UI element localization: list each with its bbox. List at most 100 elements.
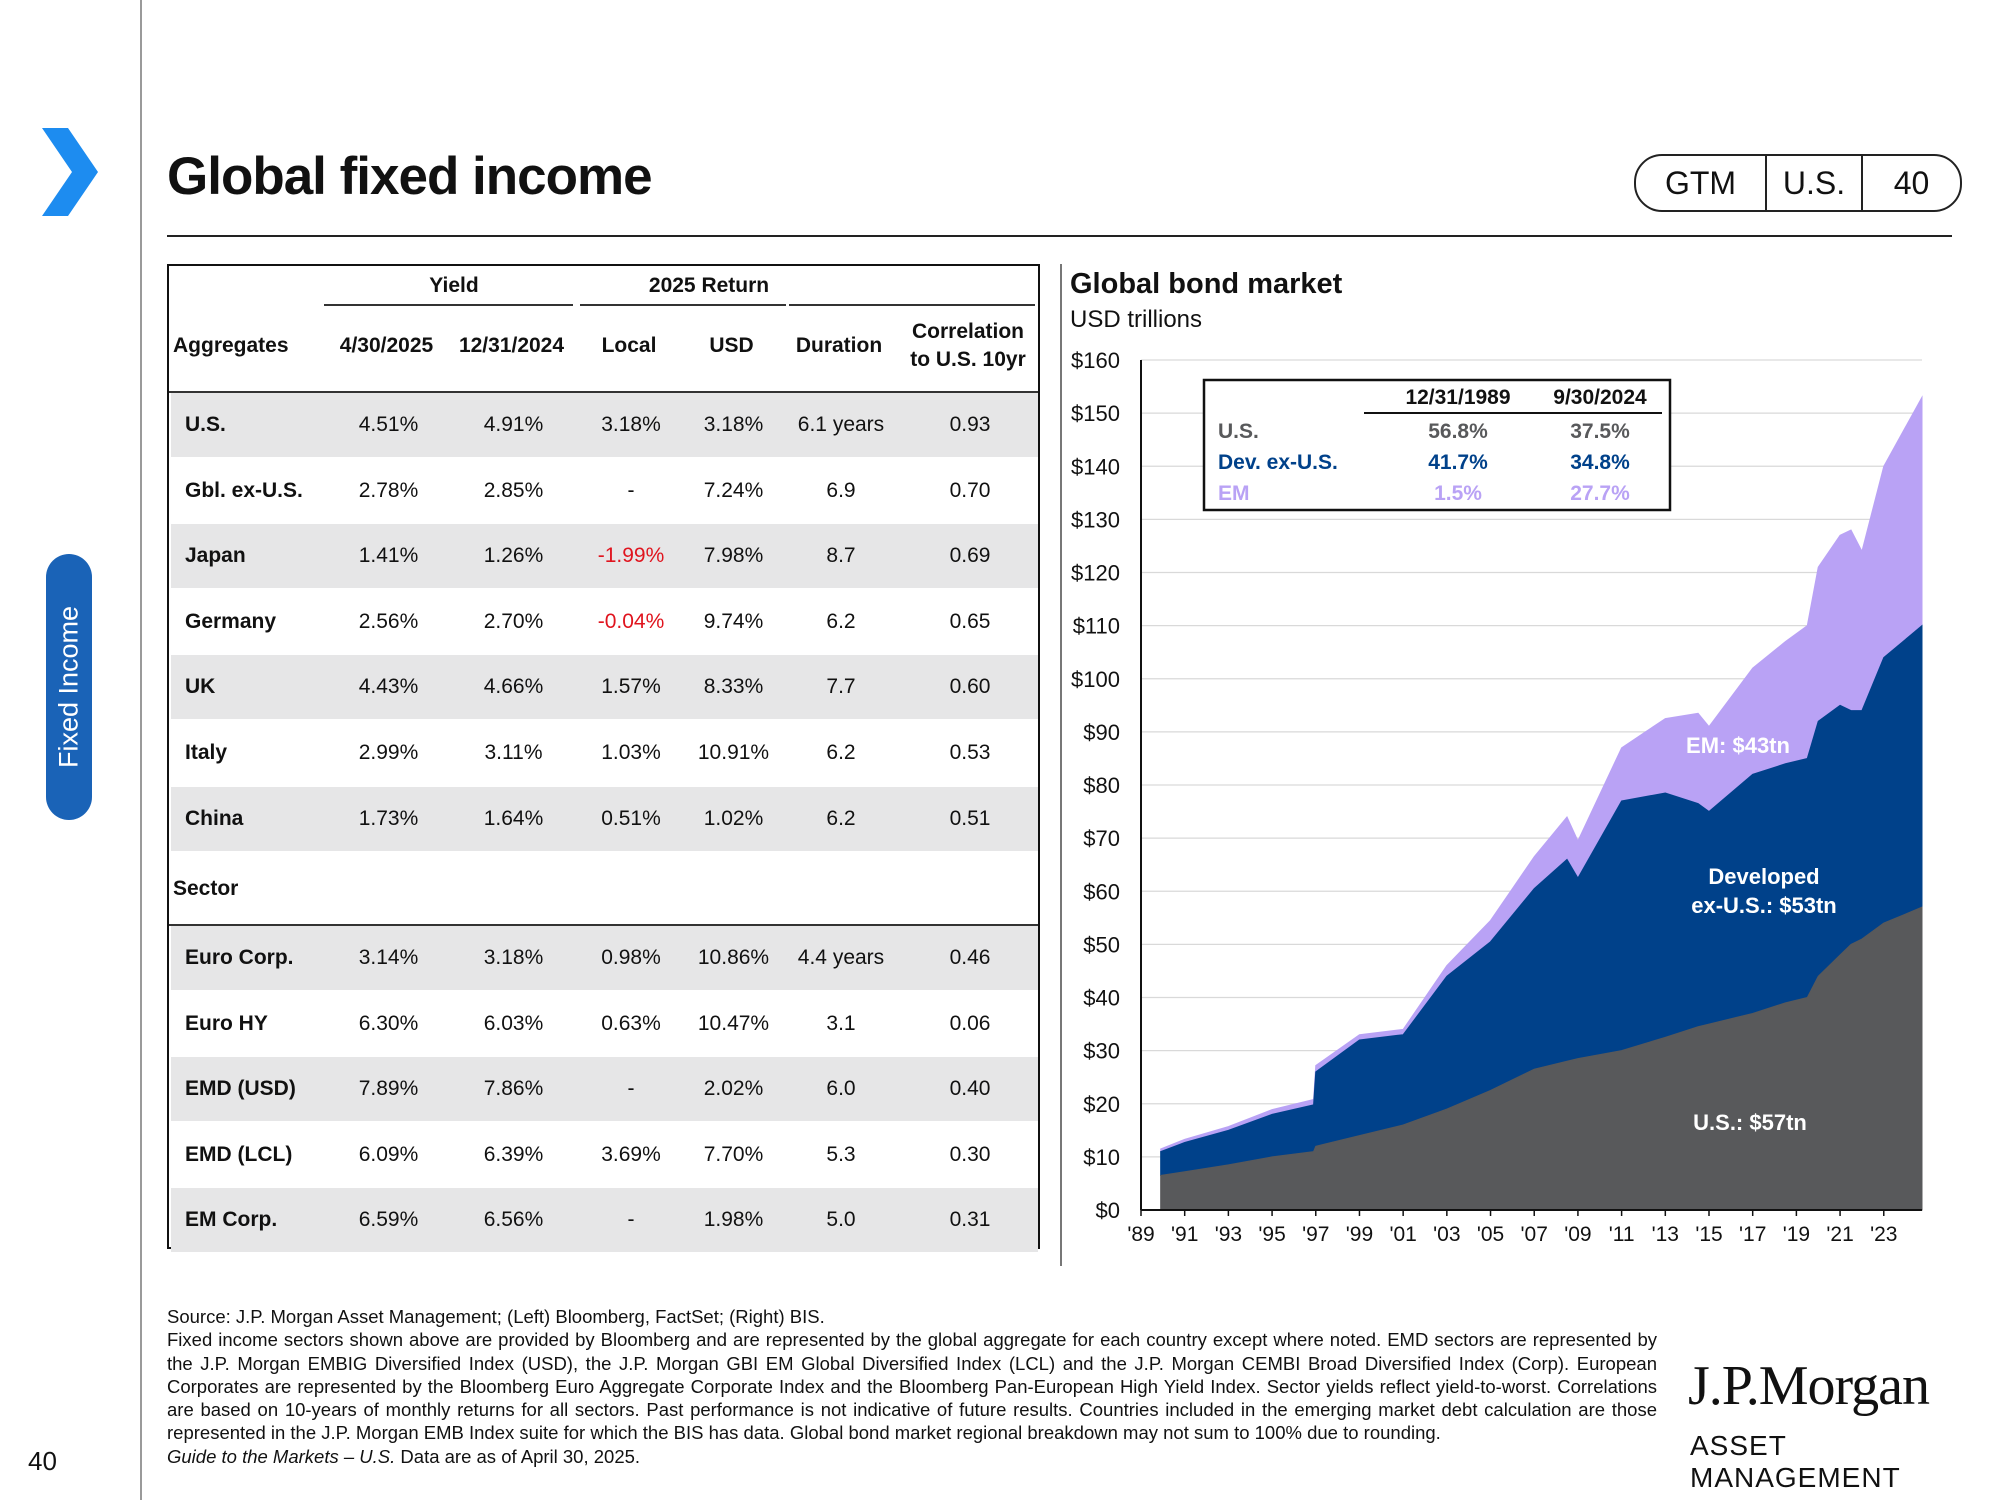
- aggregate-cell-name: Germany: [185, 609, 277, 633]
- aggregate-cell-local: -: [627, 478, 635, 502]
- aggregate-cell-local: 0.51%: [601, 806, 661, 830]
- x-tick-label: '09: [1564, 1223, 1591, 1246]
- aggregate-cell-name: U.S.: [185, 413, 226, 436]
- footnote-guide-date: Data are as of April 30, 2025.: [395, 1445, 641, 1467]
- aggregate-cell-local: -1.99%: [597, 544, 665, 568]
- x-tick-label: '11: [1609, 1223, 1635, 1246]
- aggregate-cell-name: Italy: [185, 741, 228, 764]
- sector-cell-duration: 4.4 years: [797, 946, 885, 969]
- chart-subtitle: USD trillions: [1070, 306, 1203, 333]
- aggregate-cell-usd: 9.74%: [703, 609, 764, 633]
- sector-cell-local: 0.98%: [601, 946, 661, 969]
- sector-cell-yield-current: 3.14%: [358, 946, 419, 969]
- sector-cell-duration: 5.0: [826, 1208, 856, 1232]
- x-tick-label: '89: [1127, 1223, 1154, 1246]
- sector-cell-yield-prior: 6.56%: [483, 1208, 544, 1232]
- x-tick-label: '19: [1783, 1223, 1810, 1246]
- y-tick-label: $120: [1071, 561, 1120, 586]
- y-tick-label: $70: [1083, 826, 1120, 851]
- sector-row: Euro Corp. 3.14% 3.18% 0.98% 10.86% 4.4 years…: [171, 926, 1038, 990]
- aggregate-cell-name: China: [185, 806, 244, 830]
- y-tick-label: $60: [1083, 879, 1120, 904]
- sector-cell-duration: 6.0: [826, 1077, 856, 1101]
- footnote-guide-title: Guide to the Markets – U.S.: [167, 1445, 396, 1467]
- sector-cell-name: EM Corp.: [185, 1208, 278, 1232]
- aggregate-row: U.S. 4.51% 4.91% 3.18% 3.18% 6.1 years 0.93: [171, 393, 1038, 457]
- col-header-correlation: Correlation: [911, 320, 1024, 343]
- chevron-right-icon: [42, 128, 98, 216]
- x-tick-label: '03: [1433, 1223, 1460, 1246]
- y-tick-label: $40: [1083, 986, 1120, 1011]
- aggregate-cell-duration: 6.2: [826, 609, 856, 633]
- aggregate-cell-local: 1.03%: [601, 741, 661, 764]
- footnote-source: Source: J.P. Morgan Asset Management; (L…: [167, 1306, 825, 1327]
- aggregate-cell-yield-prior: 4.66%: [483, 675, 544, 699]
- col-header-yield-prior: 12/31/2024: [458, 334, 565, 357]
- footnotes: Source: J.P. Morgan Asset Management; (L…: [167, 1305, 1657, 1468]
- logo-jpmorgan: J.P.Morgan: [1688, 1355, 1930, 1417]
- y-tick-label: $150: [1071, 401, 1120, 426]
- annotation-us: U.S.: $57tn: [1693, 1110, 1807, 1135]
- aggregate-cell-usd: 1.02%: [703, 806, 764, 830]
- col-header-local: Local: [601, 334, 657, 357]
- aggregate-cell-duration: 6.1 years: [797, 413, 885, 436]
- aggregate-cell-usd: 7.24%: [703, 478, 764, 502]
- aggregate-cell-yield-prior: 4.91%: [483, 413, 544, 436]
- aggregate-cell-local: -0.04%: [597, 609, 665, 633]
- sector-row: EMD (LCL) 6.09% 6.39% 3.69% 7.70% 5.3 0.30: [171, 1123, 1038, 1187]
- aggregate-cell-yield-current: 4.43%: [358, 675, 419, 699]
- y-tick-label: $20: [1083, 1092, 1120, 1117]
- sector-cell-local: -: [627, 1208, 635, 1232]
- chart-title: Global bond market: [1070, 268, 1343, 300]
- inset-table-box: [1202, 378, 1672, 512]
- section-tab-fixed-income[interactable]: Fixed Income: [46, 554, 92, 820]
- x-tick-label: '91: [1171, 1223, 1198, 1246]
- aggregate-cell-local: 3.18%: [601, 413, 661, 436]
- aggregate-row: UK 4.43% 4.66% 1.57% 8.33% 7.7 0.60: [171, 655, 1038, 720]
- aggregate-row: China 1.73% 1.64% 0.51% 1.02% 6.2 0.51: [171, 786, 1038, 851]
- sector-cell-duration: 5.3: [826, 1142, 856, 1166]
- sector-cell-name: Euro Corp.: [185, 946, 294, 969]
- x-tick-label: '21: [1826, 1223, 1853, 1246]
- sector-row: EMD (USD) 7.89% 7.86% - 2.02% 6.0 0.40: [171, 1057, 1038, 1122]
- sector-cell-local: 3.69%: [601, 1142, 661, 1166]
- aggregate-cell-local: 1.57%: [601, 675, 661, 699]
- col-header-aggregates: Aggregates: [173, 334, 289, 357]
- footnote-guide: Guide to the Markets – U.S. Data are as …: [167, 1445, 1657, 1468]
- aggregate-cell-correlation: 0.93: [949, 413, 991, 436]
- badge-gtm: GTM: [1636, 156, 1767, 210]
- inset-row-value-2024: 37.5%: [1570, 420, 1630, 443]
- aggregate-cell-correlation: 0.53: [949, 741, 991, 764]
- inset-row-label: Dev. ex-U.S.: [1218, 451, 1338, 474]
- badge-region: U.S.: [1767, 156, 1863, 210]
- aggregate-cell-duration: 6.2: [826, 806, 856, 830]
- x-tick-label: '97: [1302, 1223, 1329, 1246]
- sector-cell-yield-current: 6.59%: [358, 1208, 419, 1232]
- sector-cell-yield-prior: 6.39%: [483, 1142, 544, 1166]
- sector-cell-correlation: 0.40: [949, 1077, 991, 1101]
- group-underline-return: [580, 304, 786, 306]
- sector-cell-usd: 10.47%: [697, 1011, 770, 1035]
- y-tick-label: $160: [1071, 348, 1120, 373]
- aggregate-cell-duration: 7.7: [826, 675, 856, 699]
- footnote-body: Fixed income sectors shown above are pro…: [167, 1329, 1657, 1444]
- aggregate-cell-yield-current: 2.99%: [358, 741, 419, 764]
- sector-rule: [169, 924, 1038, 926]
- aggregate-cell-yield-current: 4.51%: [358, 413, 419, 436]
- aggregate-cell-yield-current: 2.78%: [358, 478, 419, 502]
- aggregate-cell-yield-current: 2.56%: [358, 609, 419, 633]
- sector-cell-local: 0.63%: [601, 1011, 661, 1035]
- aggregate-cell-duration: 8.7: [826, 544, 856, 568]
- annotation-em: EM: $43tn: [1686, 733, 1790, 758]
- badge-page: 40: [1893, 164, 1930, 201]
- sector-cell-correlation: 0.30: [949, 1142, 991, 1166]
- aggregate-row: Gbl. ex-U.S. 2.78% 2.85% - 7.24% 6.9 0.70: [171, 459, 1038, 523]
- sector-row: EM Corp. 6.59% 6.56% - 1.98% 5.0 0.31: [171, 1188, 1038, 1253]
- sector-cell-usd: 2.02%: [703, 1077, 764, 1101]
- chart-divider: [1060, 264, 1062, 1266]
- x-tick-label: '93: [1215, 1223, 1242, 1246]
- sector-cell-usd: 10.86%: [697, 946, 770, 969]
- sector-cell-yield-prior: 3.18%: [483, 946, 544, 969]
- sector-cell-yield-prior: 7.86%: [483, 1077, 544, 1101]
- y-tick-label: $100: [1071, 667, 1120, 692]
